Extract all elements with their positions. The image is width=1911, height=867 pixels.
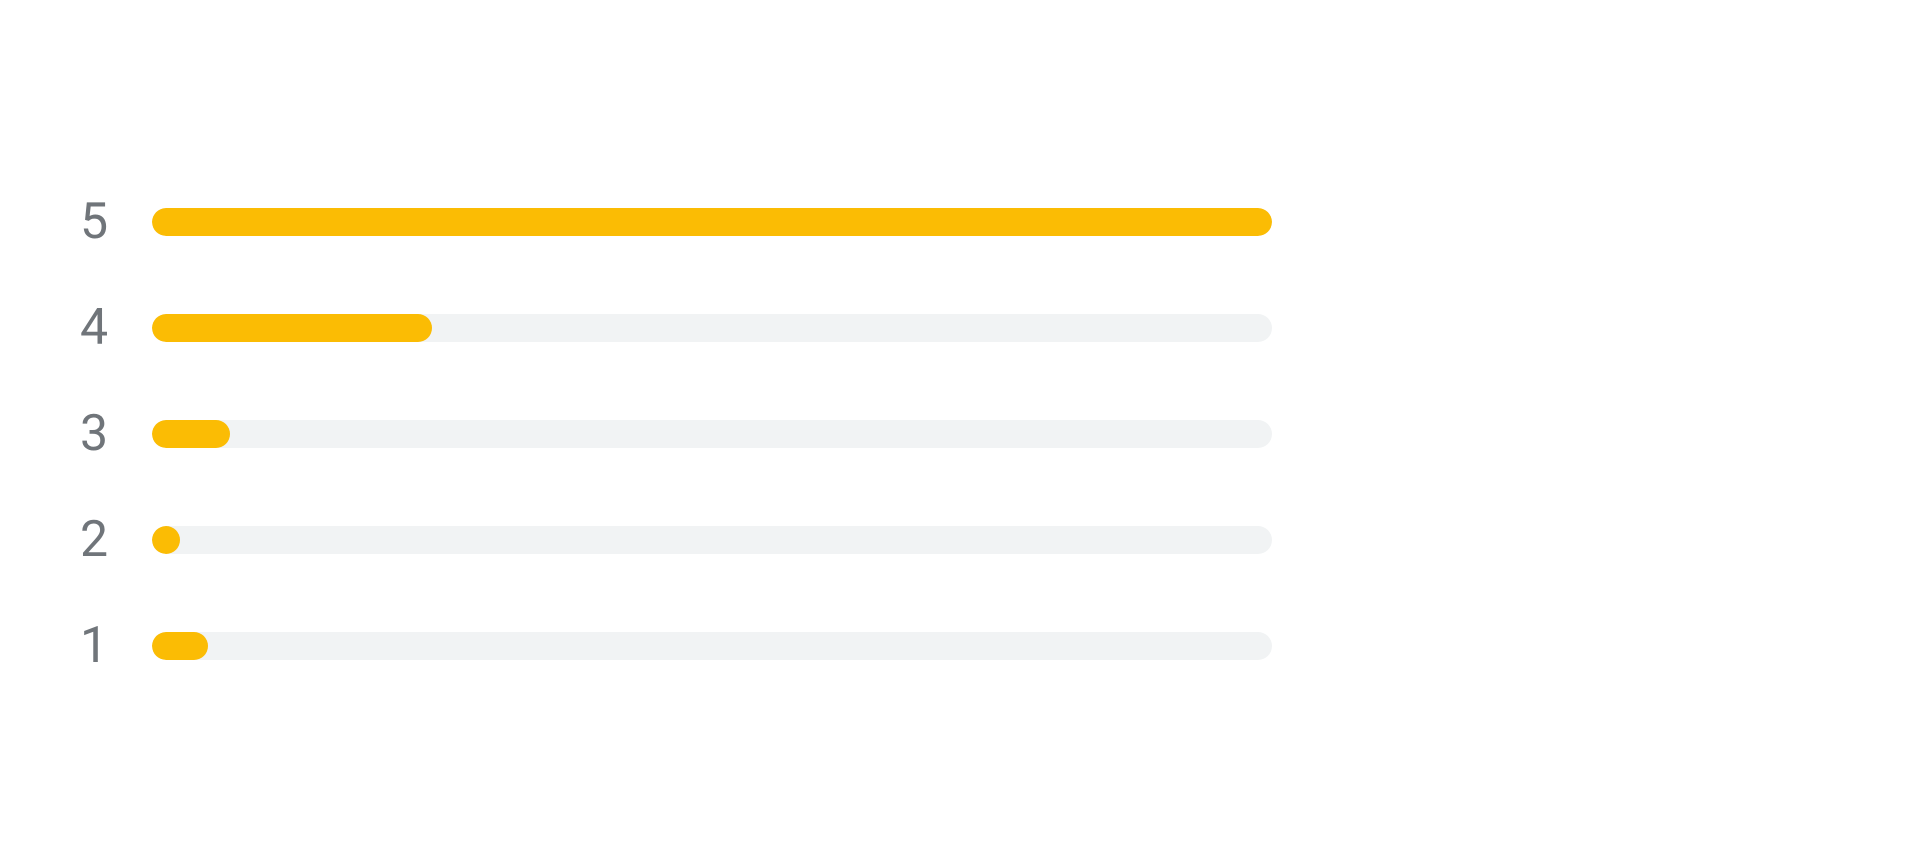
histogram-bar-fill	[152, 314, 432, 342]
histogram-bar-fill	[152, 420, 230, 448]
histogram-bar-track	[152, 526, 1272, 554]
histogram-label: 5	[80, 197, 152, 247]
histogram-label: 3	[80, 409, 152, 459]
histogram-row-5: 5	[80, 197, 1272, 247]
histogram-bar-track	[152, 632, 1272, 660]
histogram-bar-fill	[152, 632, 208, 660]
histogram-row-3: 3	[80, 409, 1272, 459]
histogram-bar-fill	[152, 208, 1272, 236]
histogram-label: 4	[80, 303, 152, 353]
rating-histogram: 5 4 3 2 1	[80, 197, 1272, 671]
histogram-bar-track	[152, 420, 1272, 448]
histogram-bar-fill	[152, 526, 180, 554]
histogram-row-1: 1	[80, 621, 1272, 671]
histogram-bar-track	[152, 314, 1272, 342]
histogram-row-2: 2	[80, 515, 1272, 565]
rating-summary-widget: 54321 4.5 5,064 reviews	[0, 0, 1911, 867]
histogram-row-4: 4	[80, 303, 1272, 353]
histogram-label: 2	[80, 515, 152, 565]
histogram-label: 1	[80, 621, 152, 671]
histogram-bar-track	[152, 208, 1272, 236]
